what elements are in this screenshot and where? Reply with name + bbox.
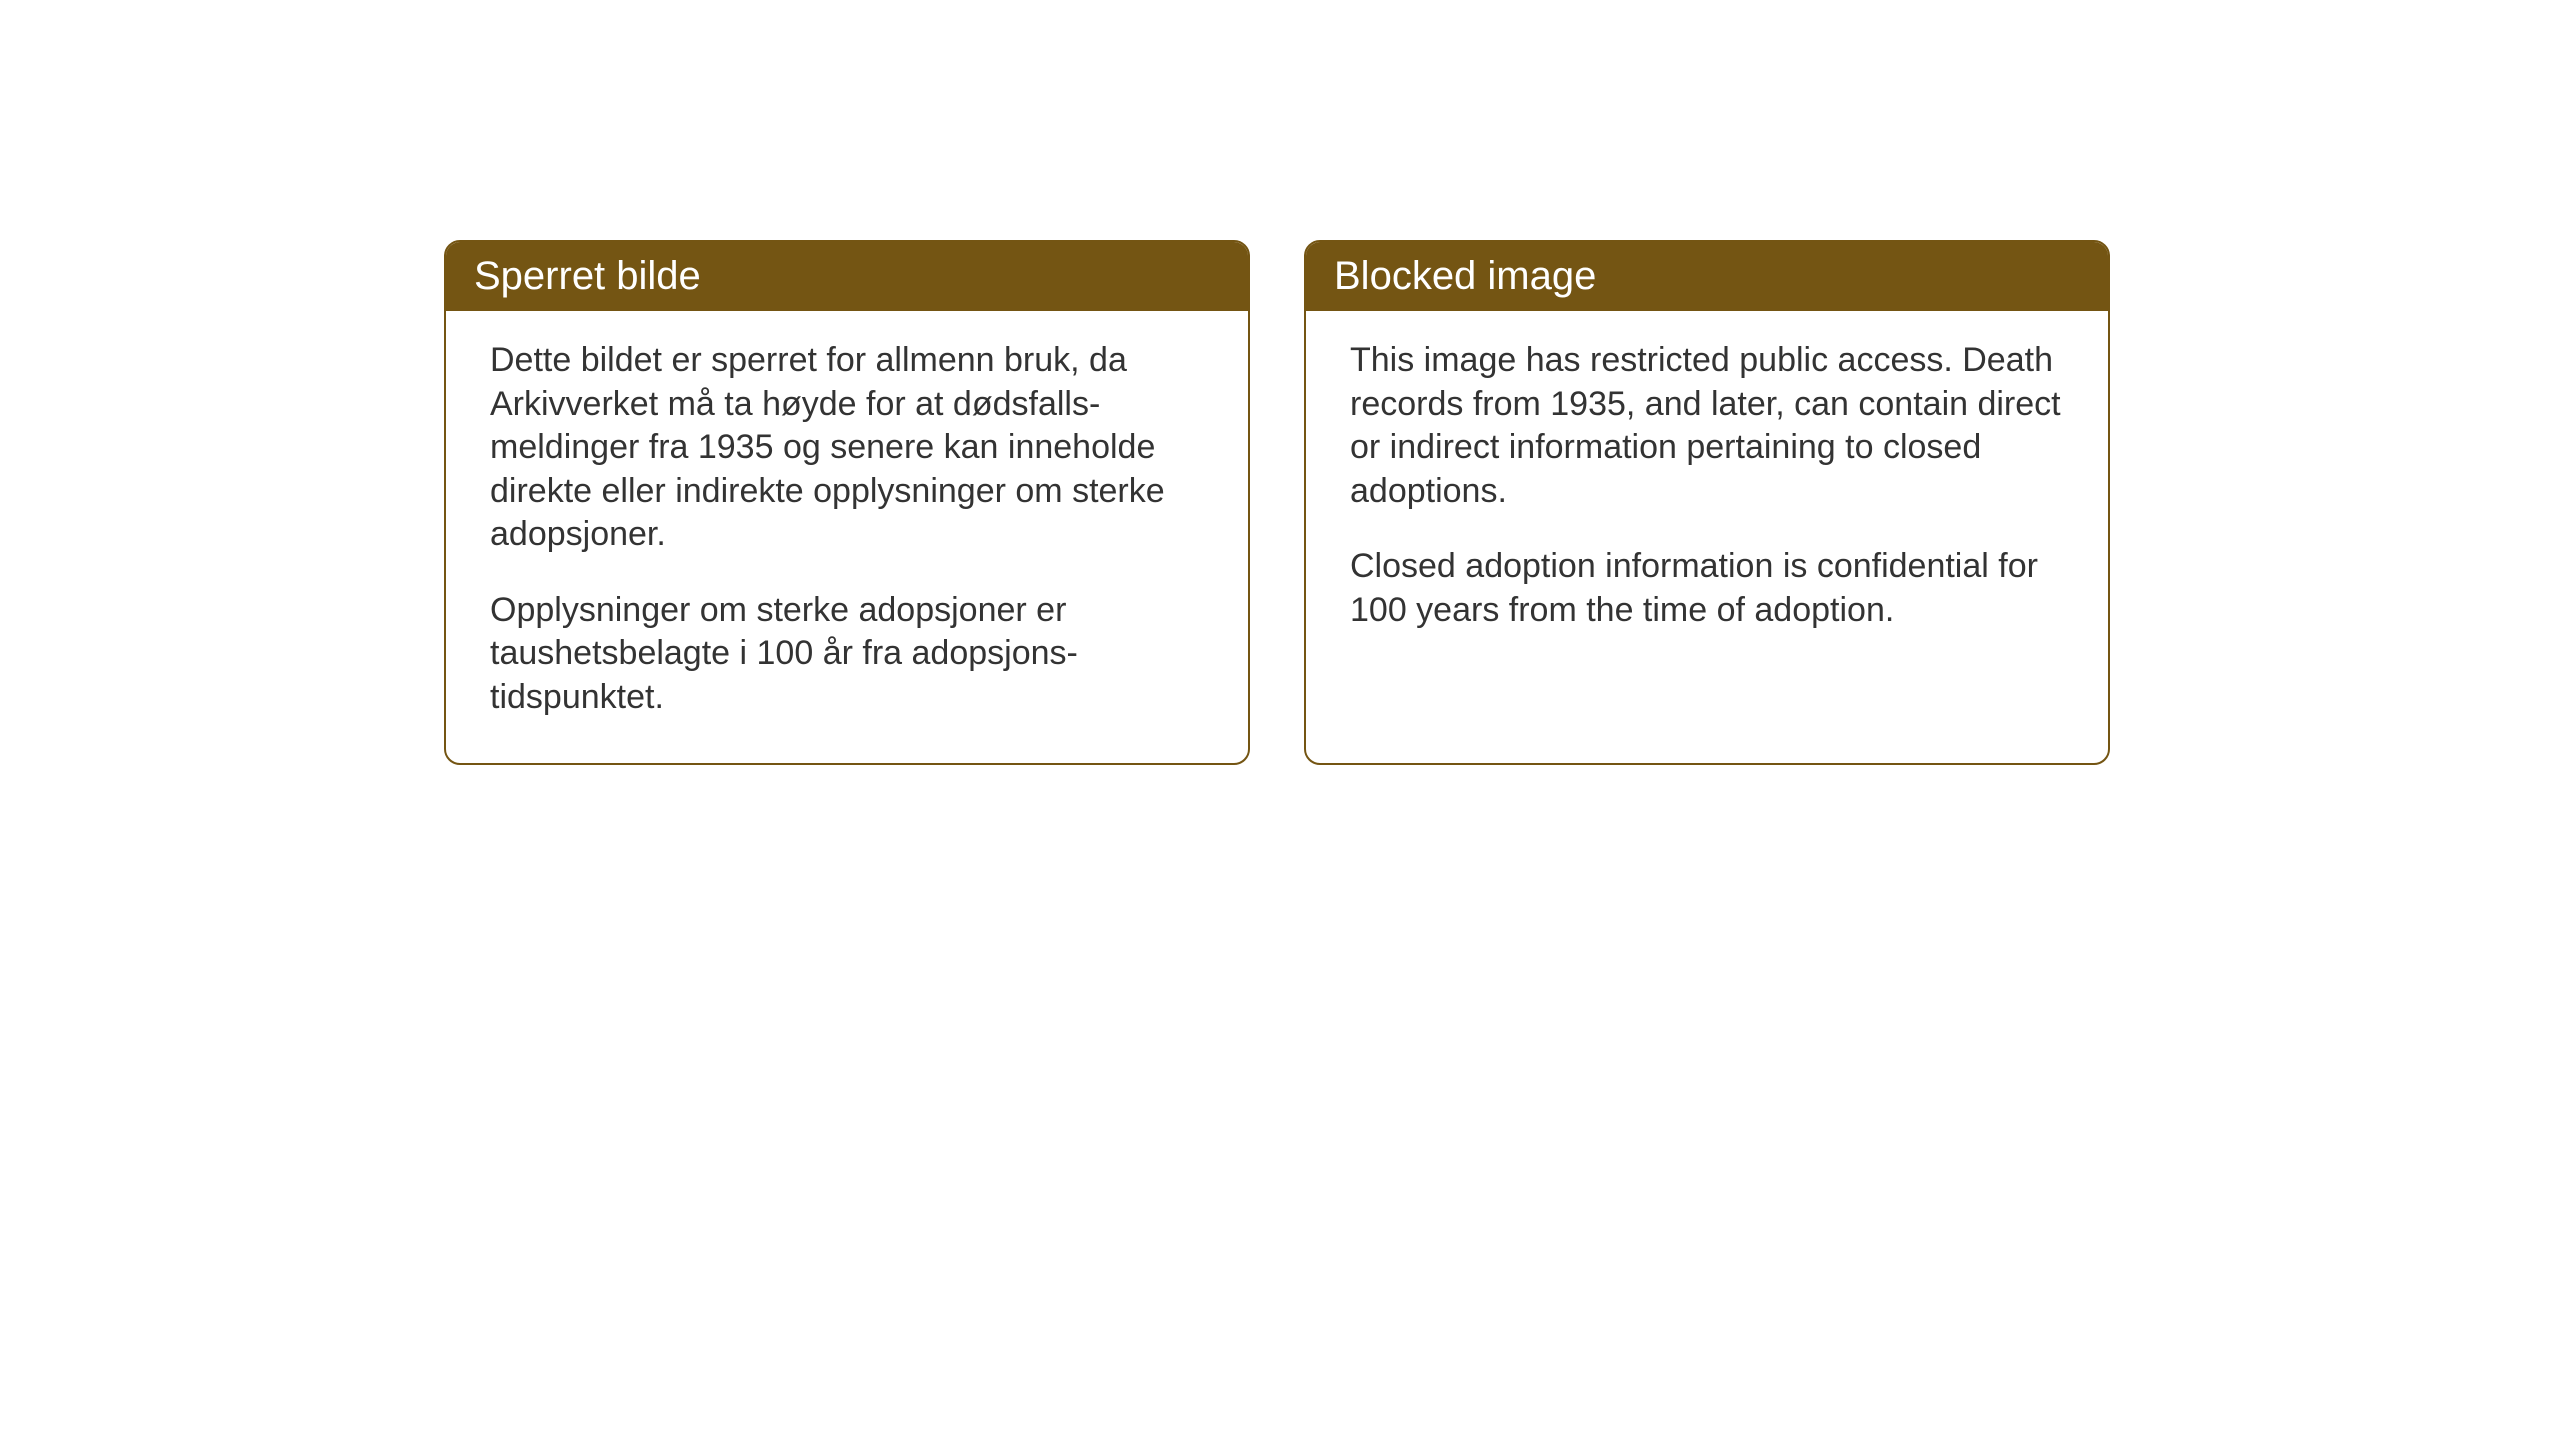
card-paragraph-1-english: This image has restricted public access.… [1350,339,2064,513]
card-title-english: Blocked image [1334,254,1596,298]
card-paragraph-2-norwegian: Opplysninger om sterke adopsjoner er tau… [490,589,1204,720]
card-header-norwegian: Sperret bilde [446,242,1248,311]
card-english: Blocked image This image has restricted … [1304,240,2110,765]
card-body-english: This image has restricted public access.… [1306,311,2108,676]
card-paragraph-1-norwegian: Dette bildet er sperret for allmenn bruk… [490,339,1204,557]
card-header-english: Blocked image [1306,242,2108,311]
card-body-norwegian: Dette bildet er sperret for allmenn bruk… [446,311,1248,763]
card-norwegian: Sperret bilde Dette bildet er sperret fo… [444,240,1250,765]
cards-container: Sperret bilde Dette bildet er sperret fo… [444,240,2110,765]
card-paragraph-2-english: Closed adoption information is confident… [1350,545,2064,632]
card-title-norwegian: Sperret bilde [474,254,701,298]
